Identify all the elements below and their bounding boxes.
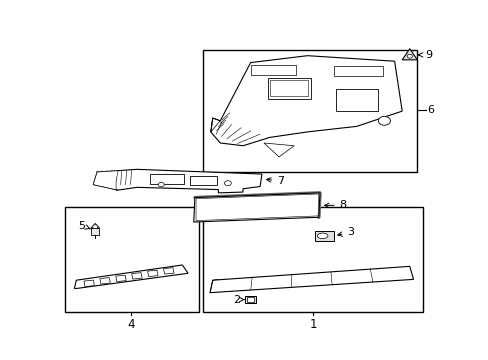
- Bar: [131, 273, 142, 279]
- Bar: [189, 176, 216, 185]
- Bar: [147, 270, 158, 276]
- Polygon shape: [90, 223, 100, 228]
- Text: 5: 5: [78, 221, 90, 231]
- Text: 9: 9: [418, 50, 431, 60]
- Polygon shape: [74, 265, 188, 288]
- Circle shape: [378, 116, 389, 125]
- Bar: [91, 228, 99, 235]
- Bar: [270, 80, 307, 96]
- Text: 8: 8: [324, 201, 346, 210]
- Polygon shape: [93, 169, 262, 193]
- Polygon shape: [93, 171, 118, 190]
- Circle shape: [92, 225, 98, 229]
- Text: 4: 4: [127, 318, 135, 330]
- Bar: [267, 78, 310, 99]
- Circle shape: [407, 54, 411, 58]
- Bar: [335, 89, 377, 111]
- Text: 7: 7: [266, 176, 284, 186]
- Circle shape: [224, 181, 231, 186]
- Ellipse shape: [317, 233, 327, 239]
- Polygon shape: [210, 266, 413, 293]
- Bar: [314, 231, 333, 241]
- Bar: [250, 64, 296, 75]
- Bar: [116, 275, 126, 282]
- Text: 2: 2: [233, 294, 244, 305]
- Text: 1: 1: [309, 318, 316, 330]
- Circle shape: [158, 183, 164, 187]
- Polygon shape: [210, 56, 401, 146]
- Polygon shape: [264, 143, 294, 157]
- Polygon shape: [193, 193, 319, 222]
- Bar: [333, 66, 383, 76]
- Bar: [65, 207, 199, 312]
- Bar: [150, 174, 184, 184]
- Bar: [203, 207, 422, 312]
- Bar: [100, 278, 110, 284]
- Bar: [246, 297, 254, 302]
- Polygon shape: [401, 49, 417, 60]
- Text: 3: 3: [337, 227, 353, 237]
- Bar: [163, 267, 174, 274]
- Bar: [84, 280, 94, 287]
- Bar: [244, 296, 256, 303]
- Text: 6: 6: [426, 105, 433, 115]
- Bar: [203, 50, 417, 172]
